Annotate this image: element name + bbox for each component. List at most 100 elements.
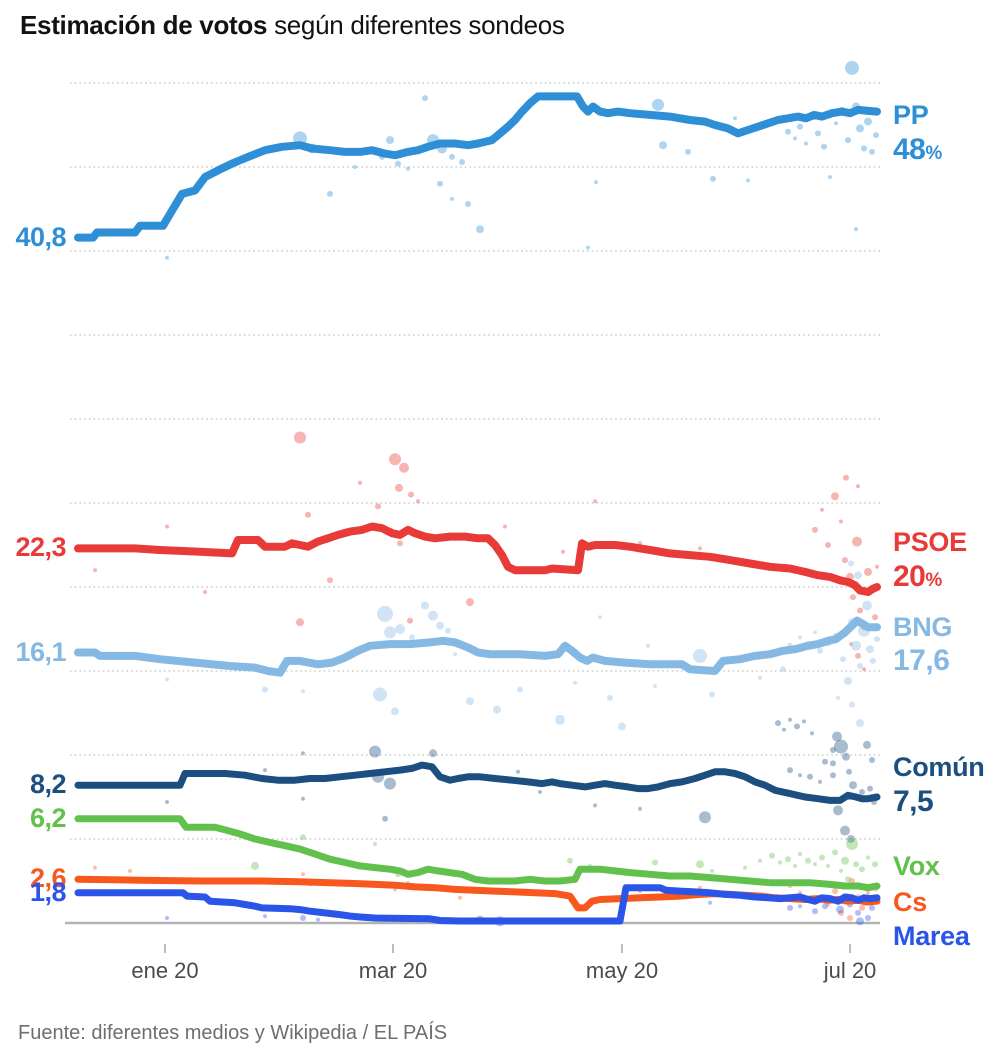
poll-dot — [857, 607, 863, 614]
poll-dot — [832, 888, 838, 895]
poll-dot — [844, 677, 852, 686]
poll-dot — [869, 904, 875, 911]
poll-dot — [822, 758, 828, 765]
poll-dot — [849, 781, 857, 790]
poll-dot — [847, 915, 853, 921]
series-line-BNG — [74, 616, 881, 677]
poll-dot — [693, 648, 707, 663]
series-line-Común — [74, 761, 881, 804]
poll-dot — [785, 128, 791, 135]
poll-dot — [834, 739, 848, 754]
poll-dot — [300, 834, 306, 841]
poll-dot — [296, 618, 304, 627]
series-dots-BNG — [165, 560, 880, 731]
poll-dot — [843, 474, 849, 481]
poll-dot — [263, 914, 267, 919]
series-end-value-PSOE: 20 — [893, 560, 926, 593]
poll-dot — [384, 626, 396, 639]
poll-dot — [825, 542, 831, 548]
poll-dot — [787, 904, 793, 911]
poll-dot — [787, 767, 793, 774]
series-start-value-Vox: 6,2 — [29, 802, 67, 833]
poll-dot — [872, 861, 878, 868]
poll-dot — [301, 689, 305, 694]
poll-dot — [421, 601, 429, 610]
percent-suffix: % — [925, 143, 942, 164]
poll-dot — [698, 546, 702, 551]
poll-dot — [812, 908, 818, 915]
poll-dot — [618, 722, 626, 731]
poll-dot — [516, 769, 520, 774]
poll-dot — [785, 856, 791, 863]
poll-dot — [845, 876, 851, 883]
poll-dot — [428, 610, 438, 621]
poll-dot — [165, 255, 169, 260]
poll-dot — [397, 540, 403, 547]
poll-dot — [453, 652, 457, 657]
poll-dot — [416, 499, 420, 504]
poll-dot — [855, 909, 861, 916]
poll-dot — [399, 462, 409, 473]
poll-dot — [870, 657, 876, 664]
poll-dot — [831, 492, 839, 501]
series-end-value-label-PSOE: 20% — [893, 560, 942, 594]
poll-dot — [855, 652, 861, 659]
poll-dot — [853, 861, 859, 868]
poll-dot — [301, 751, 305, 756]
poll-dot — [769, 852, 775, 859]
poll-dot — [165, 524, 169, 529]
poll-dot — [838, 909, 844, 916]
poll-dot — [822, 903, 828, 910]
x-tick-label: ene 20 — [131, 958, 199, 983]
poll-dot — [840, 825, 850, 836]
poll-dot — [813, 862, 817, 867]
poll-dot — [593, 803, 597, 808]
poll-dot — [834, 121, 838, 126]
poll-dot — [798, 852, 802, 857]
poll-dot — [389, 453, 401, 466]
poll-dot — [804, 141, 808, 146]
series-name-label-Vox: Vox — [893, 851, 940, 881]
poll-dot — [251, 861, 259, 870]
poll-dot — [819, 854, 825, 861]
poll-dot — [788, 717, 792, 722]
page-title-rest: según diferentes sondeos — [267, 10, 565, 40]
poll-dot — [840, 656, 846, 663]
poll-dot — [832, 731, 842, 742]
series-end-value-PP: 48 — [893, 133, 926, 166]
poll-dot — [856, 917, 864, 926]
poll-dot — [436, 621, 444, 630]
poll-dot — [407, 617, 413, 624]
poll-dot — [567, 857, 573, 864]
poll-dot — [857, 663, 863, 669]
series-end-value-label-PP: 48% — [893, 133, 942, 167]
poll-dot — [798, 904, 802, 909]
poll-dot — [395, 483, 403, 492]
poll-dot — [358, 480, 362, 485]
poll-dot — [593, 499, 597, 504]
page-title-bold: Estimación de votos — [20, 10, 268, 40]
poll-dot — [573, 680, 577, 685]
poll-dot — [327, 577, 333, 584]
poll-dot — [874, 636, 880, 643]
poll-dot — [305, 511, 311, 518]
source-note: Fuente: diferentes medios y Wikipedia / … — [18, 1022, 448, 1044]
poll-dot — [165, 916, 169, 920]
poll-dot — [845, 60, 859, 75]
poll-dot — [555, 714, 565, 725]
poll-dot — [839, 519, 843, 524]
poll-dot — [450, 196, 454, 201]
poll-dot — [517, 686, 523, 693]
poll-dot — [395, 160, 401, 167]
poll-dot — [445, 627, 451, 634]
poll-dot — [373, 687, 387, 702]
poll-dot — [653, 684, 657, 689]
poll-dot — [373, 842, 377, 846]
poll-dot — [262, 686, 268, 693]
poll-dot — [406, 166, 410, 171]
poll-dot — [382, 815, 388, 822]
poll-dot — [93, 865, 97, 870]
series-name-label-Cs: Cs — [893, 887, 927, 917]
poll-dot — [782, 727, 786, 732]
series-start-value-Cs: 2,6 — [29, 863, 67, 894]
